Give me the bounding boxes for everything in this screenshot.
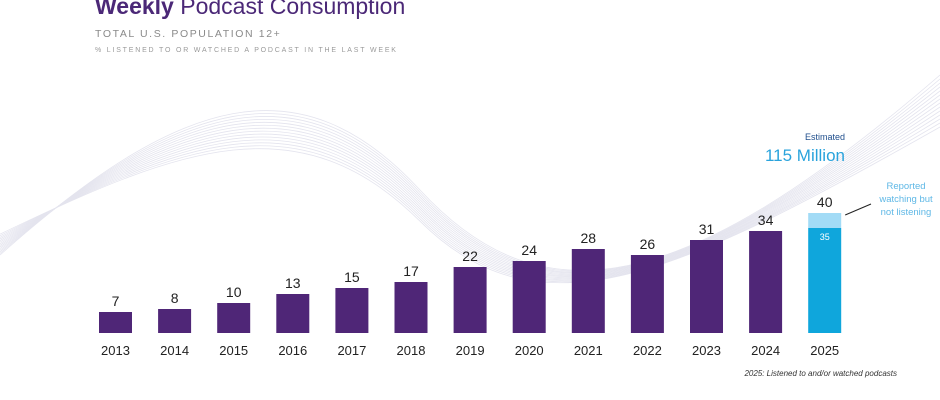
value-label-2017: 15 xyxy=(344,269,360,285)
bar-2025-watching-only xyxy=(808,213,842,228)
background-wave-line xyxy=(0,118,940,282)
value-label-2019: 22 xyxy=(462,248,478,264)
chart-title: Weekly Podcast Consumption xyxy=(95,0,405,20)
estimate-label: Estimated xyxy=(804,132,845,142)
value-label-2016: 13 xyxy=(285,275,301,291)
category-label-2017: 2017 xyxy=(337,343,366,358)
category-label-2014: 2014 xyxy=(160,343,189,358)
value-label-2021: 28 xyxy=(581,230,597,246)
background-wave-line xyxy=(0,82,940,273)
bar-2021 xyxy=(571,249,605,333)
bar-2025-listened xyxy=(808,228,842,333)
category-label-2023: 2023 xyxy=(692,343,721,358)
background-wave-line xyxy=(0,106,940,279)
category-label-2015: 2015 xyxy=(219,343,248,358)
background-wave-line xyxy=(0,90,940,275)
bar-2023 xyxy=(690,240,723,333)
category-label-2019: 2019 xyxy=(456,343,485,358)
bar-2020 xyxy=(512,261,546,333)
bar-2017 xyxy=(335,288,369,333)
value-label-2014: 8 xyxy=(171,290,179,306)
bar-2019 xyxy=(453,267,487,333)
footnote: 2025: Listened to and/or watched podcast… xyxy=(744,369,897,378)
background-wave-line xyxy=(0,94,940,276)
bar-2022 xyxy=(630,255,664,333)
bar-2024 xyxy=(749,231,783,333)
chart-title-rest: Podcast Consumption xyxy=(173,0,406,19)
bar-2013 xyxy=(99,312,132,333)
background-wave-line xyxy=(0,102,940,278)
watching-callout: Reported watching but not listening xyxy=(879,181,933,218)
estimate-value: 115 Million xyxy=(764,146,845,165)
category-label-2020: 2020 xyxy=(515,343,544,358)
background-wave-line xyxy=(0,74,940,271)
value-label-2025: 40 xyxy=(817,194,833,210)
bar-2016 xyxy=(276,294,310,333)
value-label-2023: 31 xyxy=(699,221,715,237)
background-wave-line xyxy=(0,126,940,284)
bar-2018 xyxy=(394,282,428,333)
category-label-2025: 2025 xyxy=(810,343,839,358)
chart-subtitle: TOTAL U.S. POPULATION 12+ xyxy=(95,28,282,40)
value-label-2013: 7 xyxy=(112,293,120,309)
value-label-2020: 24 xyxy=(521,242,537,258)
callout-leader-line xyxy=(845,203,872,216)
background-wave-line xyxy=(0,78,940,272)
bar-2015 xyxy=(217,303,251,333)
value-label-2018: 17 xyxy=(403,263,419,279)
background-wave-line xyxy=(0,122,940,283)
value-label-2015: 10 xyxy=(226,284,242,300)
background-wave-line xyxy=(0,110,940,280)
bar-2025-inner-label: 35 xyxy=(820,232,830,242)
category-label-2016: 2016 xyxy=(278,343,307,358)
category-label-2018: 2018 xyxy=(397,343,426,358)
background-wave-line xyxy=(0,98,940,277)
chart-title-bold: Weekly xyxy=(95,0,174,19)
category-label-2013: 2013 xyxy=(101,343,130,358)
value-label-2022: 26 xyxy=(640,236,656,252)
bar-2014 xyxy=(158,309,192,333)
background-wave-line xyxy=(0,114,940,281)
chart-note: % LISTENED TO OR WATCHED A PODCAST IN TH… xyxy=(95,47,398,54)
background-wave-line xyxy=(0,86,940,274)
category-label-2024: 2024 xyxy=(751,343,780,358)
category-label-2022: 2022 xyxy=(633,343,662,358)
value-label-2024: 34 xyxy=(758,212,774,228)
category-label-2021: 2021 xyxy=(574,343,603,358)
